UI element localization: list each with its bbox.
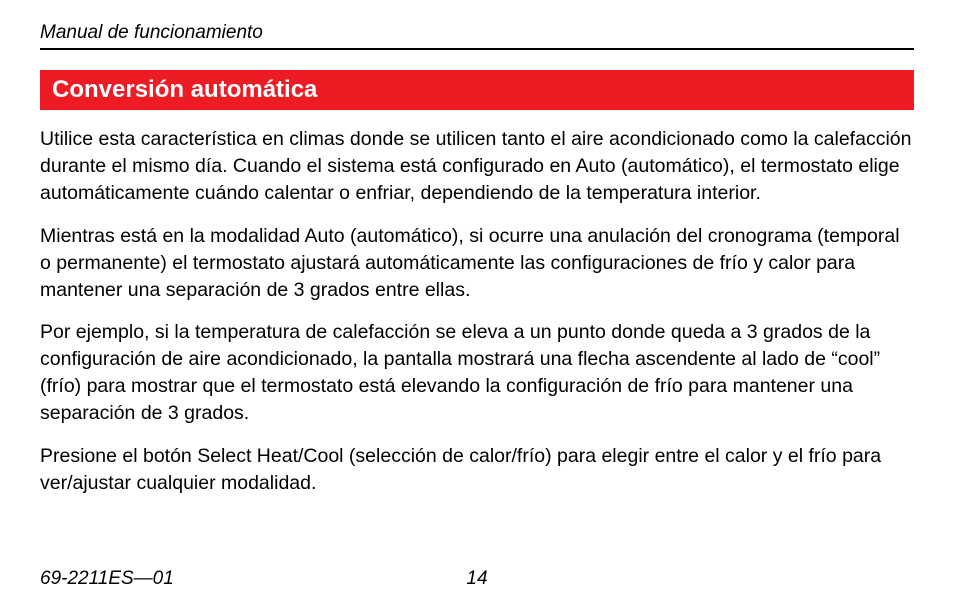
paragraph-2: Mientras está en la modalidad Auto (auto… (40, 223, 914, 304)
section-title: Conversión automática (40, 70, 914, 110)
manual-header: Manual de funcionamiento (40, 22, 914, 50)
paragraph-1: Utilice esta característica en climas do… (40, 126, 914, 207)
document-id: 69-2211ES—01 (40, 568, 174, 590)
manual-page: Manual de funcionamiento Conversión auto… (0, 0, 954, 608)
paragraph-4: Presione el botón Select Heat/Cool (sele… (40, 443, 914, 497)
page-footer: 14 69-2211ES—01 (40, 568, 914, 590)
paragraph-3: Por ejemplo, si la temperatura de calefa… (40, 319, 914, 427)
